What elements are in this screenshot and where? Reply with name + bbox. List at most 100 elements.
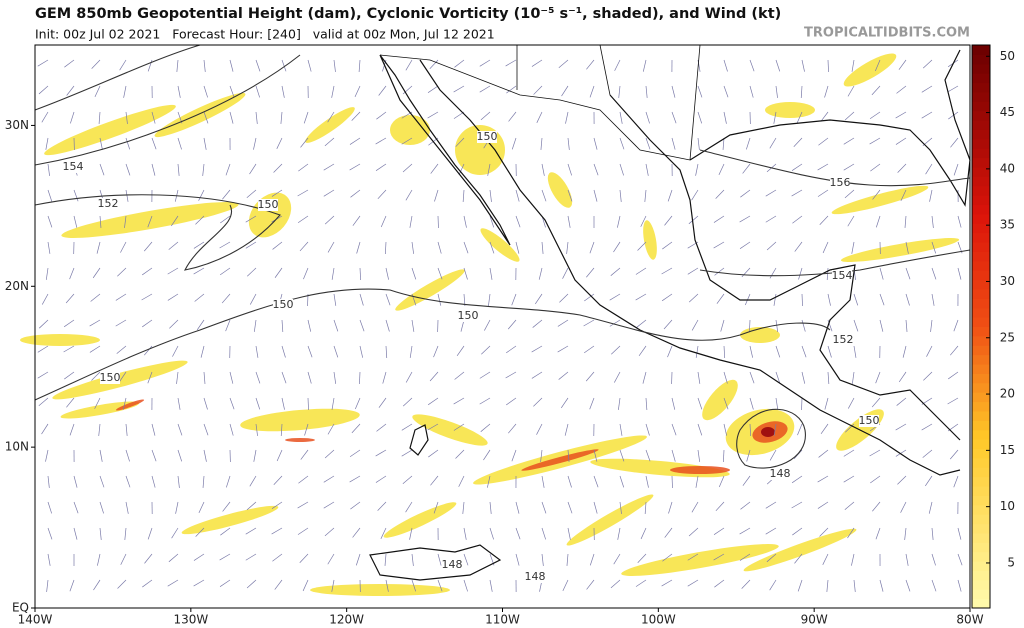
wind-barb [879, 319, 884, 332]
coastline [419, 59, 961, 476]
vorticity-blob [305, 107, 355, 143]
wind-barb [505, 345, 517, 354]
wind-barb [66, 397, 75, 408]
wind-barb [307, 371, 312, 384]
vorticity-blob [621, 544, 779, 576]
wind-barb [255, 111, 258, 124]
wind-barb [405, 189, 413, 201]
wind-barb [354, 397, 361, 410]
vorticity-shading [20, 53, 960, 596]
wind-barb [613, 241, 621, 253]
wind-barb [226, 475, 231, 488]
wind-barb [853, 579, 856, 592]
wind-barb [635, 293, 647, 301]
wind-barb [479, 59, 491, 67]
wind-barb [147, 59, 153, 72]
wind-barb [792, 215, 803, 224]
colorbar-tick-label: 10 [1000, 499, 1015, 513]
label-backdrop [273, 299, 293, 311]
wind-barb [91, 371, 101, 381]
wind-barb [202, 163, 205, 176]
wind-barb [536, 423, 543, 435]
wind-barb [349, 475, 361, 483]
wind-barb [718, 163, 725, 176]
wind-barb [116, 345, 127, 354]
wind-barb [378, 85, 387, 96]
wind-barb [69, 267, 75, 280]
axes: 140W 130W 120W 110W 100W 90W 80W EQ 10N 20N 30N [5, 118, 984, 627]
wind-barb [327, 423, 335, 435]
wind-barb [151, 423, 156, 436]
wind-barb [593, 449, 598, 462]
wind-barb [619, 475, 625, 488]
wind-barb [827, 319, 833, 332]
wind-barb [723, 111, 727, 124]
wind-barb [297, 189, 309, 197]
colorbar-segment [972, 598, 990, 609]
wind-barb [333, 345, 339, 358]
wind-barb [359, 371, 361, 385]
wind-barb [697, 111, 703, 124]
wind-barb [453, 423, 465, 431]
wind-barb [297, 215, 309, 224]
wind-barb [713, 215, 725, 223]
colorbar-segment [972, 345, 990, 356]
wind-barb [775, 85, 778, 98]
wind-barb [222, 501, 231, 512]
wind-barb [739, 553, 751, 561]
coastline [609, 94, 961, 441]
label-backdrop [477, 131, 497, 143]
wind-barb [562, 267, 569, 279]
wind-barb [619, 163, 624, 176]
wind-barb [307, 397, 309, 411]
wind-barb [274, 579, 283, 590]
wind-barb [879, 293, 885, 306]
wind-barb [359, 345, 364, 358]
wind-barb [177, 423, 183, 436]
wind-barb [331, 579, 335, 592]
colorbar-segment [972, 288, 990, 299]
wind-barb [645, 111, 650, 124]
wind-barb [125, 449, 130, 462]
wind-barb [303, 267, 309, 280]
wind-barb [463, 215, 467, 228]
colorbar-segment [972, 166, 990, 177]
colorbar-segment [972, 148, 990, 159]
wind-barb [515, 527, 521, 540]
wind-barb [820, 423, 829, 434]
wind-barb [791, 475, 803, 484]
wind-barb [384, 241, 387, 255]
colorbar-segment [972, 138, 990, 149]
colorbar-tick-label: 15 [1000, 443, 1015, 457]
wind-barb [271, 189, 283, 197]
wind-barb [661, 267, 673, 275]
contour [736, 408, 806, 469]
subtitle: Init: 00z Jul 02 2021 Forecast Hour: [24… [35, 27, 495, 42]
wind-barb [47, 553, 51, 566]
wind-barb [427, 111, 439, 119]
wind-barb [511, 449, 517, 462]
wind-barb [99, 475, 105, 488]
wind-barb [253, 137, 257, 150]
wind-barb [618, 85, 621, 98]
wind-barb [668, 501, 673, 514]
wind-barbs [37, 59, 963, 593]
wind-barb [515, 189, 520, 202]
wind-barb [93, 579, 101, 591]
wind-barb [125, 501, 129, 514]
wind-barb [534, 293, 543, 305]
wind-barb [274, 267, 283, 278]
wind-barb [822, 241, 829, 254]
colorbar-segment [972, 185, 990, 196]
colorbar-segment [972, 476, 990, 487]
wind-barb [433, 345, 439, 358]
wind-barb [895, 423, 907, 431]
contour-label: 152 [833, 333, 854, 346]
colorbar: 5 10 15 20 25 30 35 40 45 50 [971, 44, 1015, 609]
wind-barb [531, 59, 543, 67]
wind-barb [65, 293, 75, 304]
wind-barb [352, 215, 361, 226]
wind-barb [272, 553, 283, 562]
wind-barb [637, 241, 647, 251]
wind-barb [619, 423, 623, 436]
